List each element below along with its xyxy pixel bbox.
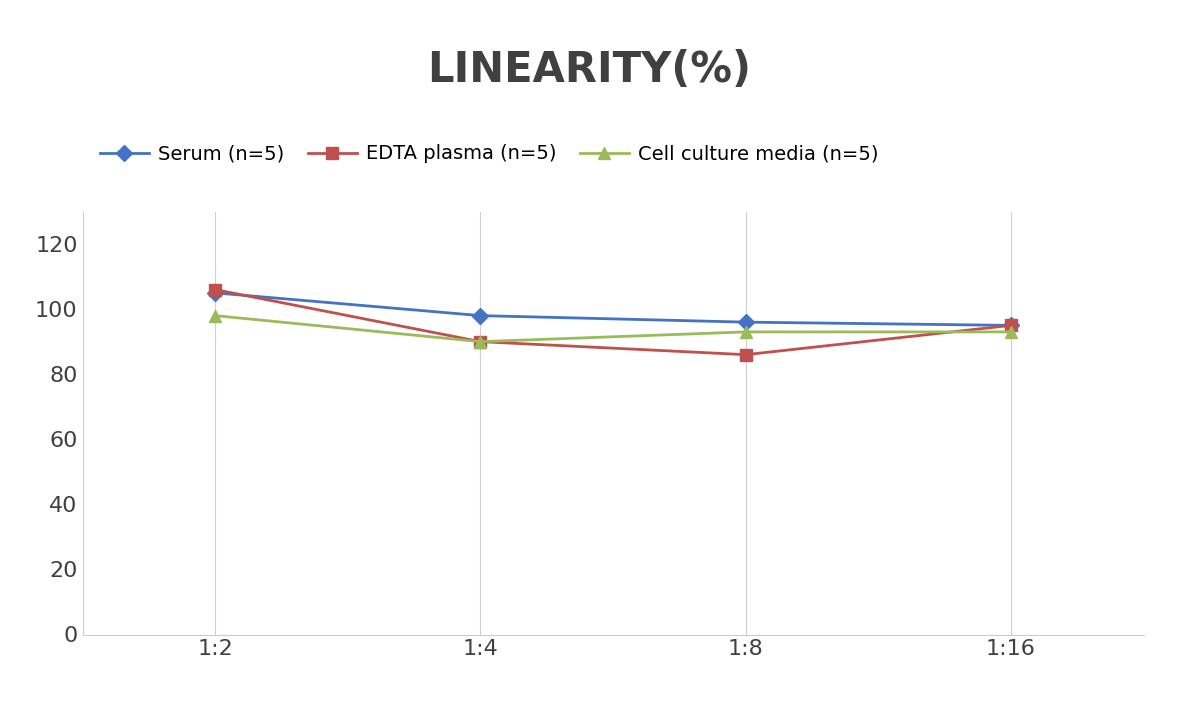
Cell culture media (n=5) <box>473 338 488 346</box>
Line: Serum (n=5): Serum (n=5) <box>210 288 1016 331</box>
Cell culture media (n=5) <box>208 312 222 320</box>
Text: LINEARITY(%): LINEARITY(%) <box>428 49 751 92</box>
Serum (n=5) <box>1003 321 1017 330</box>
Cell culture media (n=5) <box>1003 328 1017 336</box>
EDTA plasma (n=5) <box>208 286 222 294</box>
Legend: Serum (n=5), EDTA plasma (n=5), Cell culture media (n=5): Serum (n=5), EDTA plasma (n=5), Cell cul… <box>92 137 887 171</box>
Serum (n=5) <box>208 288 222 297</box>
EDTA plasma (n=5) <box>738 350 752 359</box>
Serum (n=5) <box>738 318 752 326</box>
Line: EDTA plasma (n=5): EDTA plasma (n=5) <box>210 284 1016 360</box>
Serum (n=5) <box>473 312 488 320</box>
EDTA plasma (n=5) <box>1003 321 1017 330</box>
Line: Cell culture media (n=5): Cell culture media (n=5) <box>210 310 1016 347</box>
Cell culture media (n=5) <box>738 328 752 336</box>
EDTA plasma (n=5) <box>473 338 488 346</box>
